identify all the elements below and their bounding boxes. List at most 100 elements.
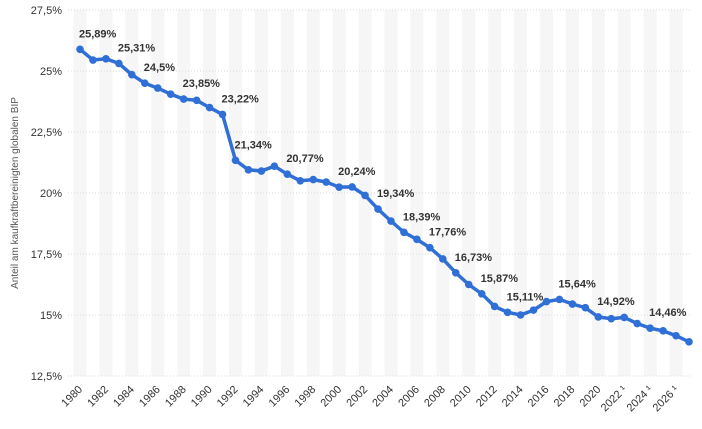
data-label: 20,77% [286,153,324,165]
data-label: 15,11% [507,291,544,303]
data-point [685,338,693,346]
data-point [400,228,408,237]
x-tick-label: 2014 [500,384,526,410]
data-point [361,191,369,200]
data-point [89,56,97,64]
data-point [529,306,538,314]
x-tick-label: 1990 [189,384,215,410]
data-point [568,300,577,308]
x-tick-label: 2006 [396,384,422,410]
data-point [555,295,564,304]
x-tick-label: 1986 [137,384,163,410]
x-tick-label: 2026 ¹ [651,383,682,414]
band-1994 [254,10,268,376]
data-point [128,70,136,79]
band-1992 [229,10,242,376]
x-tick-label: 1982 [85,384,111,410]
band-2004 [384,10,398,376]
x-tick-label: 2010 [448,384,474,410]
data-point [672,331,680,340]
data-point [115,59,123,68]
x-axis-ticks: 1980 1982 1984 1986 1988 1990 1992 1994 1996 1998… [59,383,681,414]
data-label: 20,24% [338,166,376,178]
data-point [348,183,356,191]
data-point [387,217,395,225]
y-tick-label: 20% [40,188,62,200]
data-point [594,313,603,321]
data-point [503,308,512,317]
data-point [607,314,616,323]
x-tick-label: 2012 [474,384,500,410]
band-1998 [306,10,320,376]
gridlines [68,9,692,377]
x-tick-label: 1984 [111,384,137,410]
band-2008 [436,10,450,376]
data-point [451,268,460,277]
data-point [335,183,343,191]
data-label: 23,85% [183,78,221,90]
x-tick-label: 2002 [344,384,370,410]
x-tick-label: 1992 [215,384,241,410]
data-label: 15,87% [481,273,519,285]
y-tick-label: 25% [40,66,62,78]
x-tick-label: 2022 ¹ [599,383,630,414]
y-tick-label: 15% [40,310,62,322]
data-point [270,162,279,170]
data-point [153,84,162,92]
band-2014 [514,10,528,376]
data-points [76,45,693,346]
y-axis-label: Anteil am kaufkraftbereinigten globalen … [10,97,21,289]
data-point [231,156,240,165]
data-point [646,324,654,332]
data-point [477,289,486,298]
x-tick-label: 2000 [318,384,344,410]
x-tick-label: 2018 [552,384,578,410]
data-label: 19,34% [377,188,415,200]
data-point [296,177,305,185]
data-point [426,243,434,252]
data-point [633,319,641,328]
data-point [205,103,214,112]
data-label: 16,73% [455,252,493,264]
band-2000 [332,10,346,376]
data-label: 25,31% [118,42,156,54]
data-point [413,235,421,244]
data-point [166,90,175,98]
data-point [283,170,292,179]
data-point [581,303,590,312]
band-2020 [591,10,605,376]
data-point [218,110,227,119]
x-tick-label: 1988 [163,384,189,410]
data-point [179,95,188,103]
data-point [192,96,201,105]
y-tick-label: 17,5% [31,249,62,261]
data-point [620,313,629,322]
x-tick-label: 1998 [293,384,319,410]
data-point [516,311,525,319]
data-label: 25,89% [79,28,117,40]
data-point [439,255,447,263]
y-tick-label: 27,5% [31,5,62,17]
band-2016 [539,10,553,376]
x-tick-label: 1996 [267,384,293,410]
data-point [309,175,318,184]
data-label: 17,76% [429,227,467,239]
data-point [102,55,110,63]
band-1986 [151,10,165,376]
data-point [542,297,551,306]
data-point [464,280,473,289]
data-point [257,167,266,175]
data-point [322,178,330,186]
band-2026 [669,10,683,376]
data-point [659,327,667,335]
x-tick-label: 1994 [241,384,267,410]
y-axis-ticks: 12,5% 15% 17,5% 20% 22,5% 25% 27,5% [31,5,62,383]
data-label: 23,22% [222,93,260,105]
data-label: 14,92% [597,296,635,308]
y-tick-label: 12,5% [31,371,62,383]
band-2022 [617,10,631,376]
data-label: 15,64% [558,278,596,290]
data-labels: 25,89%25,31% 24,5% 23,85%23,22% 21,34% 20,77… [79,28,687,319]
x-tick-label: 2024 ¹ [625,383,656,414]
data-point [490,302,499,311]
